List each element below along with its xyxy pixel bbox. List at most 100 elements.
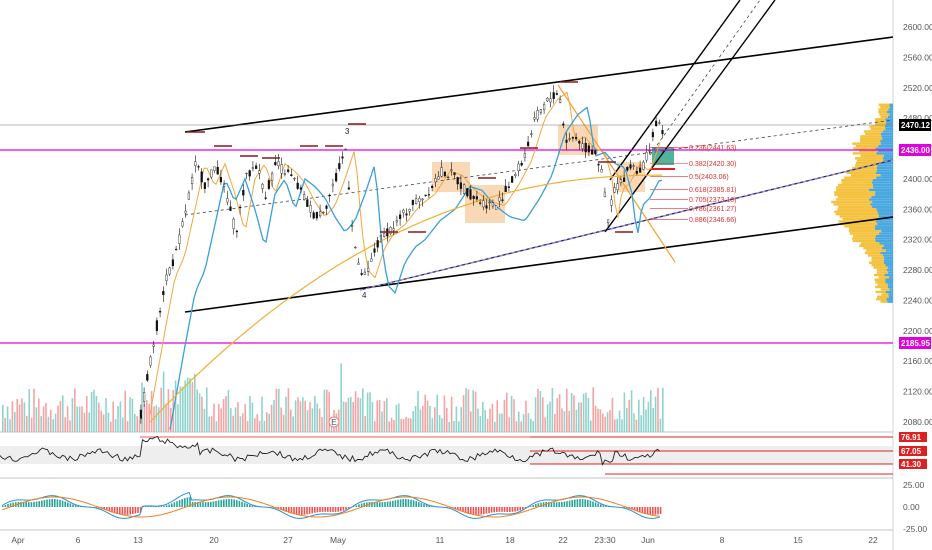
candle-body [603, 191, 606, 198]
macd-bar [337, 507, 339, 512]
macd-bar [652, 507, 654, 515]
volume-profile-bar-down [877, 217, 893, 221]
volume-profile-bar-up [852, 142, 881, 145]
volume-profile-bar-up [878, 110, 887, 114]
candle-body [222, 184, 226, 187]
price-tag-label: 2436.00 [901, 146, 930, 155]
volume-bars [2, 363, 664, 432]
macd-bar [43, 500, 46, 507]
volume-profile-bar-down [875, 147, 893, 150]
volume-profile-bar-down [875, 191, 893, 194]
macd-bar [126, 507, 129, 515]
volume-profile-bar-up [877, 283, 888, 286]
fib-level-label: 0.886(2346.66) [689, 217, 736, 224]
candle-body [658, 122, 661, 124]
volume-profile-bar-up [860, 140, 881, 143]
macd-bar [535, 504, 537, 507]
volume-bar [489, 408, 491, 432]
candle-body [370, 258, 373, 262]
volume-bar [28, 389, 30, 432]
macd-bar [282, 507, 285, 511]
volume-bar [182, 386, 184, 432]
volume-bar [503, 399, 506, 432]
volume-bar [287, 388, 290, 432]
volume-bar [179, 386, 182, 432]
candle-body [216, 166, 219, 175]
macd-bar [223, 499, 225, 507]
volume-profile-bar-down [887, 115, 893, 119]
volume-profile-bar-up [865, 132, 881, 136]
volume-bar [184, 380, 186, 432]
volume-profile-bar-up [878, 103, 890, 106]
volume-bar [40, 416, 42, 432]
volume-bar [412, 411, 414, 432]
macd-bar [111, 507, 113, 513]
candle-body [251, 167, 254, 169]
candle-body [405, 213, 408, 216]
moving-average-mid [169, 106, 663, 430]
macd-bar [204, 502, 207, 507]
macd-bar [194, 502, 196, 507]
macd-bar [477, 507, 480, 515]
volume-bar [496, 400, 498, 432]
macd-bar [202, 502, 204, 507]
macd-bar [358, 504, 360, 507]
volume-bar [321, 417, 323, 432]
macd-bar [173, 502, 176, 507]
volume-bar [650, 390, 652, 432]
volume-bar [429, 405, 431, 432]
volume-bar [222, 398, 225, 432]
macd-bar [121, 507, 124, 515]
volume-bar [225, 396, 227, 432]
macd-tick-label: -25.00 [903, 524, 927, 534]
volume-bar [345, 402, 347, 432]
volume-profile-bar-up [837, 195, 872, 199]
candle-body [258, 170, 261, 174]
volume-bar [530, 418, 532, 432]
y-tick-label: 2240.00 [903, 295, 932, 305]
volume-bar [556, 398, 558, 432]
macd-bar [207, 502, 209, 507]
candle-body [303, 194, 306, 200]
macd-bar [581, 499, 584, 507]
volume-bar [542, 397, 544, 432]
volume-profile-bar-up [834, 210, 878, 213]
volume-profile-bar-down [876, 176, 893, 179]
macd-bar [176, 501, 178, 507]
volume-profile-bar-up [838, 183, 873, 187]
volume-profile-bar-up [870, 127, 886, 131]
macd-bar [22, 502, 25, 507]
candle-body [421, 198, 424, 201]
volume-bar [16, 398, 18, 432]
macd-bar [503, 507, 506, 512]
volume-profile-bar-up [863, 246, 883, 250]
candle-body [434, 178, 437, 183]
volume-bar [568, 410, 570, 432]
candle-body [443, 171, 446, 177]
volume-profile-bar-up [875, 285, 888, 289]
candle-body [206, 178, 210, 181]
volume-bar [532, 420, 534, 432]
moving-average-fast [149, 91, 661, 415]
macd-bar [363, 502, 365, 507]
volume-bar [482, 401, 484, 432]
macd-bar [342, 507, 345, 511]
x-tick-label: 8 [720, 535, 725, 545]
macd-bar [389, 501, 391, 507]
volume-bar [107, 412, 110, 432]
volume-profile-bar-down [889, 103, 893, 106]
volume-profile-bar-down [875, 237, 893, 240]
volume-bar [633, 413, 635, 432]
volume-bar [136, 416, 138, 432]
macd-bar [353, 506, 355, 507]
volume-bar [438, 414, 441, 432]
y-tick-label: 2080.00 [903, 417, 932, 427]
volume-bar [453, 420, 455, 432]
volume-profile-bar-down [879, 161, 893, 165]
candle-body [165, 274, 168, 281]
rsi-level-tag [899, 459, 927, 469]
macd-bar [485, 507, 488, 514]
candle-body [347, 187, 350, 190]
candle-body [549, 98, 552, 103]
